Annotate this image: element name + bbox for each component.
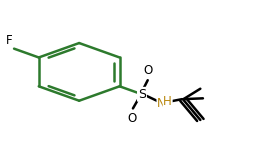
Text: F: F bbox=[6, 34, 13, 47]
Text: S: S bbox=[138, 88, 146, 101]
Text: O: O bbox=[127, 112, 136, 125]
Text: O: O bbox=[144, 64, 153, 77]
Text: N: N bbox=[157, 97, 166, 110]
Text: H: H bbox=[163, 95, 172, 108]
